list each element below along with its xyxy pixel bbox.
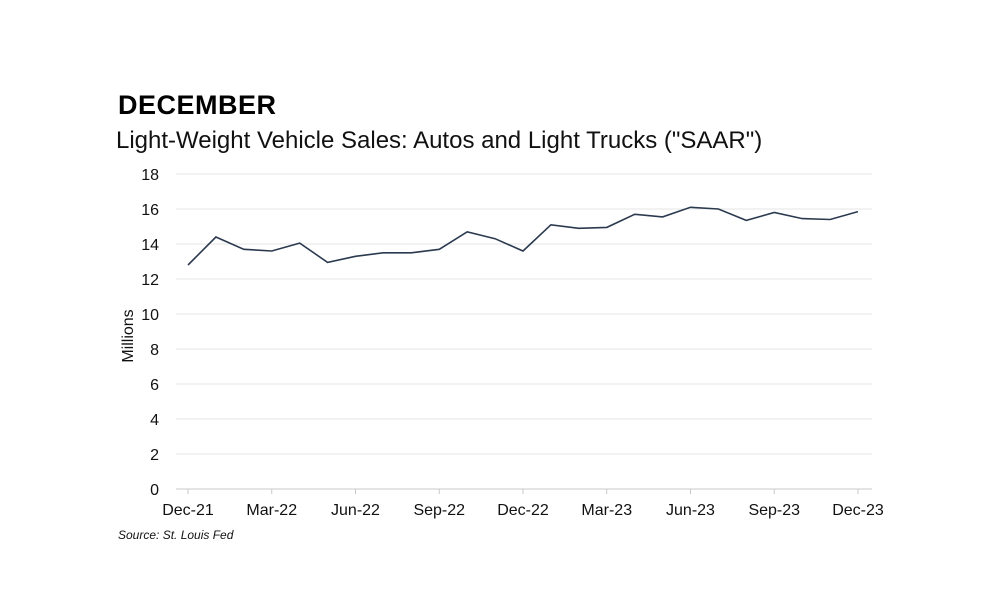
y-tick-label: 18 [141,167,159,184]
x-tick-label: Sep-22 [413,502,465,519]
y-tick-label: 4 [150,412,159,429]
y-tick-label: 6 [150,377,159,394]
source-note: Source: St. Louis Fed [118,528,234,542]
x-tick-label: Jun-22 [331,502,380,519]
y-axis-title: Millions [120,309,137,362]
page-heading: DECEMBER [118,90,277,120]
y-tick-label: 2 [150,447,159,464]
y-tick-label: 10 [141,307,159,324]
x-tick-label: Mar-23 [581,502,632,519]
gridlines [176,173,872,490]
x-tick-label: Mar-22 [246,502,297,519]
y-tick-label: 12 [141,272,159,289]
x-tick-labels: Dec-21 Mar-22 Jun-22 Sep-22 Dec-22 Mar-23 Jun-… [162,489,884,519]
x-tick-label: Dec-23 [832,502,884,519]
series-line [187,206,859,266]
y-tick-label: 16 [141,202,159,219]
chart-title: Light-Weight Vehicle Sales: Autos and Li… [116,127,763,154]
y-tick-labels: 0 2 4 6 8 10 12 14 16 18 [141,167,159,499]
y-tick-label: 14 [141,237,159,254]
x-tick-label: Dec-22 [497,502,549,519]
x-tick-label: Dec-21 [162,502,214,519]
y-tick-label: 8 [150,342,159,359]
x-tick-label: Jun-23 [666,502,715,519]
x-tick-label: Sep-23 [748,502,800,519]
y-tick-label: 0 [150,482,159,499]
